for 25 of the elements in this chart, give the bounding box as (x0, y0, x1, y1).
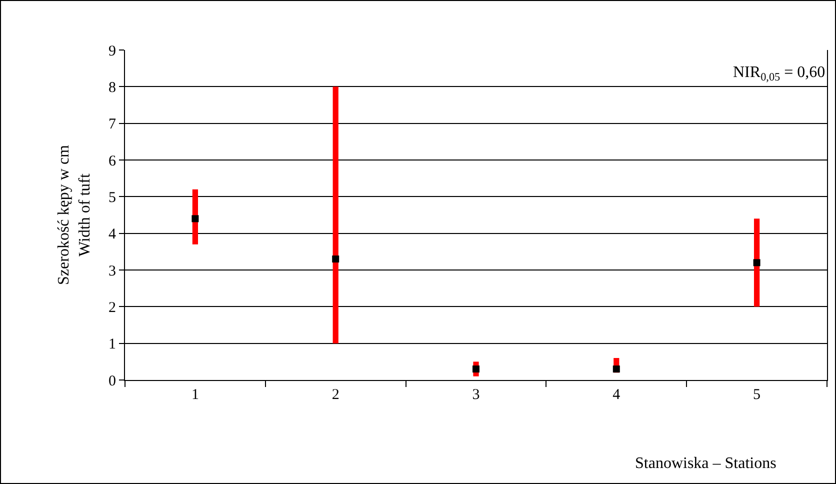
y-tick-label: 0 (108, 373, 116, 390)
y-tick-label: 8 (108, 80, 116, 96)
y-axis-title: Szerokość kępy w cm Width of tuft (56, 144, 94, 285)
x-tick-label: 3 (472, 387, 480, 403)
x-tick-label: 2 (332, 387, 340, 403)
x-tick-label: 1 (191, 387, 199, 403)
point (612, 366, 620, 372)
y-tick-label: 9 (108, 43, 116, 60)
point (332, 256, 340, 262)
y-tick-label: 3 (108, 263, 116, 280)
annotation: NIR$_{0,05}$ = 0,60 (733, 64, 826, 84)
bar (754, 218, 760, 307)
point (753, 259, 760, 266)
y-tick-label: 5 (108, 190, 116, 206)
y-tick-label: 7 (108, 116, 116, 133)
x-tick-label: 5 (753, 387, 761, 403)
x-tick-label: 4 (612, 387, 621, 403)
bar (332, 86, 338, 344)
y-tick-label: 4 (108, 226, 116, 243)
x-axis-title: Stanowiska – Stations (635, 455, 776, 472)
y-tick-label: 2 (108, 300, 116, 316)
y-tick-label: 1 (108, 336, 116, 353)
point (472, 366, 480, 372)
y-tick-label: 6 (108, 153, 116, 170)
point (192, 215, 199, 222)
